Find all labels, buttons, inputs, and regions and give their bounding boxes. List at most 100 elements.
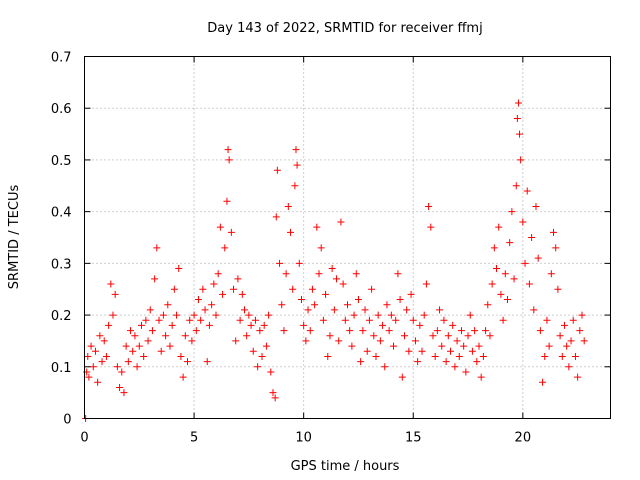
data-point (363, 347, 371, 355)
data-point (122, 342, 130, 350)
data-point (272, 213, 280, 221)
data-point (111, 290, 119, 298)
data-point (560, 321, 568, 329)
data-point (89, 363, 97, 371)
data-point (554, 285, 562, 293)
data-point (230, 285, 238, 293)
data-point (144, 337, 152, 345)
data-point (159, 311, 167, 319)
data-point (142, 316, 150, 324)
data-point (302, 337, 310, 345)
data-point (455, 352, 463, 360)
chart-title: Day 143 of 2022, SRMTID for receiver ffm… (207, 21, 482, 36)
y-tick-label: 0 (63, 413, 71, 428)
data-point (322, 290, 330, 298)
data-point (368, 285, 376, 293)
data-point (135, 342, 143, 350)
data-point (205, 321, 213, 329)
data-point (197, 316, 205, 324)
data-point (444, 332, 452, 340)
data-point (96, 332, 104, 340)
data-point (151, 275, 159, 283)
data-point (210, 280, 218, 288)
data-point (287, 228, 295, 236)
data-point (418, 347, 426, 355)
data-point (348, 342, 356, 350)
data-point (319, 316, 327, 324)
data-point (357, 358, 365, 366)
data-point (129, 347, 137, 355)
data-point (157, 347, 165, 355)
data-point (289, 285, 297, 293)
data-point (258, 352, 266, 360)
data-point (532, 202, 540, 210)
data-point (173, 311, 181, 319)
data-point (460, 342, 468, 350)
data-point (282, 270, 290, 278)
data-point (457, 327, 465, 335)
data-point (265, 311, 273, 319)
data-point (359, 327, 367, 335)
y-tick-label: 0.2 (51, 309, 72, 324)
data-point (98, 358, 106, 366)
data-point (155, 316, 163, 324)
data-point (477, 373, 485, 381)
data-point (383, 301, 391, 309)
x-tick-label: 10 (295, 431, 312, 446)
data-point (523, 187, 531, 195)
data-point (574, 373, 582, 381)
data-point (85, 373, 93, 381)
data-point (271, 394, 279, 402)
data-point (317, 244, 325, 252)
data-point (431, 352, 439, 360)
data-point (550, 228, 558, 236)
data-point (517, 156, 525, 164)
data-point (501, 270, 509, 278)
data-point (514, 99, 522, 107)
data-point (352, 270, 360, 278)
data-point (379, 321, 387, 329)
data-point (109, 311, 117, 319)
data-point (484, 301, 492, 309)
data-point (390, 342, 398, 350)
x-tick-label: 20 (515, 431, 532, 446)
data-point (447, 347, 455, 355)
y-tick-label: 0.6 (51, 102, 72, 117)
data-point (400, 332, 408, 340)
data-point (547, 270, 555, 278)
data-point (168, 321, 176, 329)
data-point (223, 197, 231, 205)
data-point (519, 218, 527, 226)
data-point (243, 332, 251, 340)
data-point (396, 296, 404, 304)
data-point (118, 368, 126, 376)
data-point (300, 321, 308, 329)
data-point (479, 352, 487, 360)
data-point (499, 316, 507, 324)
data-point (442, 358, 450, 366)
data-point (328, 265, 336, 273)
data-point (556, 332, 564, 340)
data-point (238, 290, 246, 298)
data-point (398, 373, 406, 381)
data-point (297, 296, 305, 304)
data-point (102, 352, 110, 360)
data-point (493, 265, 501, 273)
data-point (91, 347, 99, 355)
data-point (565, 363, 573, 371)
data-point (464, 332, 472, 340)
data-point (346, 327, 354, 335)
data-point (224, 146, 232, 154)
data-point (315, 270, 323, 278)
data-point (225, 156, 233, 164)
data-point (558, 352, 566, 360)
data-point (280, 327, 288, 335)
data-point (273, 166, 281, 174)
data-point (433, 327, 441, 335)
data-point (146, 306, 154, 314)
data-point (284, 202, 292, 210)
data-point (236, 316, 244, 324)
data-point (376, 337, 384, 345)
y-tick-label: 0.5 (51, 154, 72, 169)
